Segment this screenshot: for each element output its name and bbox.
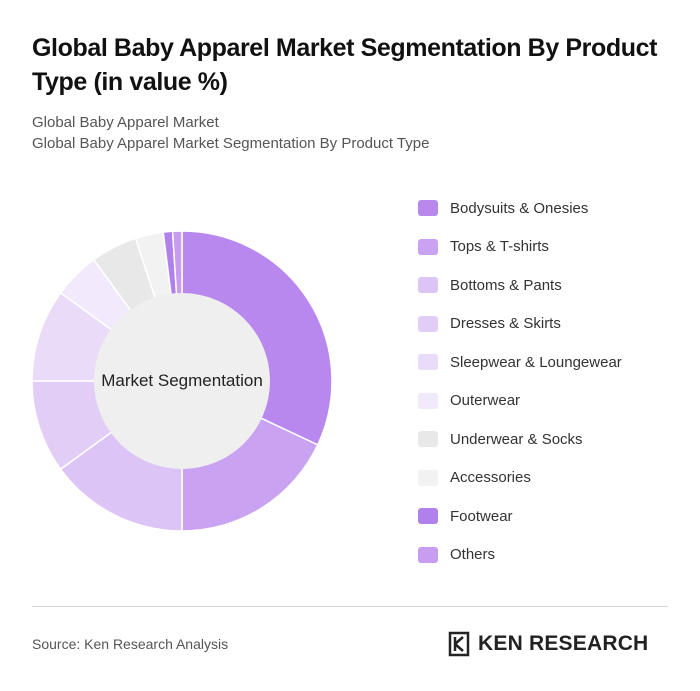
- legend-label: Tops & T-shirts: [450, 238, 549, 255]
- source-note: Source: Ken Research Analysis: [32, 636, 229, 652]
- legend-label: Others: [450, 546, 496, 563]
- legend-swatch: [418, 431, 438, 447]
- legend-item: Footwear: [418, 504, 513, 528]
- legend-swatch: [418, 469, 438, 486]
- legend-swatch: [418, 200, 438, 216]
- chart-subtitle-segmentation: Global Baby Apparel Market Segmentation …: [32, 135, 430, 152]
- legend-label: Dresses & Skirts: [450, 315, 561, 332]
- legend-swatch: [418, 392, 438, 409]
- legend-item: Outerwear: [418, 389, 520, 413]
- ken-research-logo: KEN RESEARCH: [448, 630, 648, 658]
- donut-center: [94, 293, 270, 469]
- legend-item: Accessories: [418, 466, 531, 490]
- legend-label: Footwear: [450, 507, 513, 525]
- chart-subtitle-market: Global Baby Apparel Market: [32, 114, 219, 131]
- legend-swatch: [418, 238, 438, 255]
- legend-item: Sleepwear & Loungewear: [418, 350, 622, 374]
- legend-label: Accessories: [450, 469, 531, 486]
- legend-swatch: [418, 508, 438, 524]
- legend-item: Others: [418, 543, 495, 567]
- legend-swatch: [418, 277, 438, 293]
- chart-title: Global Baby Apparel Market Segmentation …: [32, 34, 658, 96]
- legend-label: Sleepwear & Loungewear: [450, 353, 622, 371]
- ken-research-logo-icon: [448, 631, 470, 657]
- donut-center-label: Market Segmentation: [101, 371, 263, 390]
- legend-label: Underwear & Socks: [450, 430, 583, 448]
- legend-swatch: [418, 546, 438, 563]
- legend-item: Tops & T-shirts: [418, 235, 549, 259]
- legend-label: Bodysuits & Onesies: [450, 199, 589, 217]
- legend-label: Bottoms & Pants: [450, 276, 562, 294]
- legend-item: Bottoms & Pants: [418, 273, 562, 297]
- legend-swatch: [418, 315, 438, 332]
- legend-label: Outerwear: [450, 392, 521, 409]
- ken-research-logo-text: KEN RESEARCH: [478, 632, 649, 655]
- footer-divider: [32, 606, 668, 607]
- legend-swatch: [418, 354, 438, 370]
- legend-item: Dresses & Skirts: [418, 312, 561, 336]
- legend-item: Bodysuits & Onesies: [418, 196, 588, 220]
- legend-item: Underwear & Socks: [418, 427, 583, 451]
